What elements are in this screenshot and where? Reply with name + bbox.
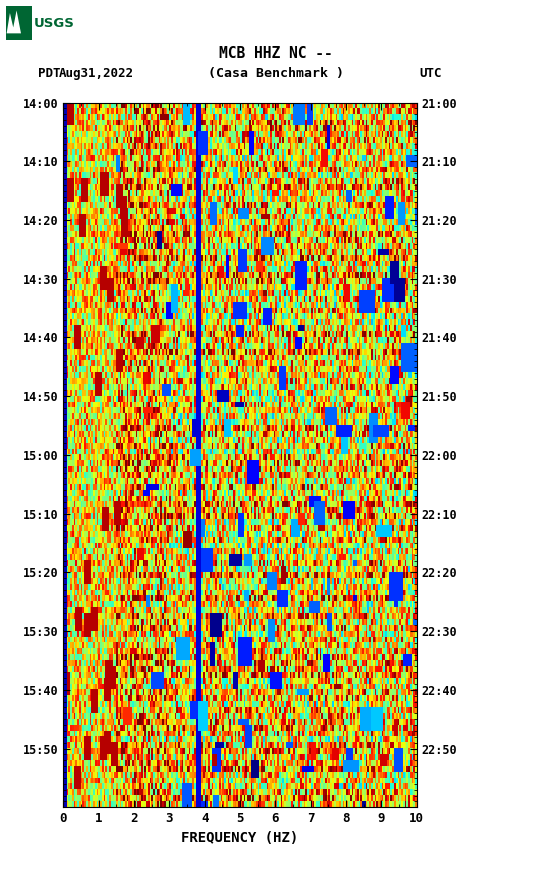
Text: MCB HHZ NC --: MCB HHZ NC -- bbox=[219, 46, 333, 61]
Text: Aug31,2022: Aug31,2022 bbox=[59, 67, 134, 79]
FancyBboxPatch shape bbox=[6, 6, 32, 40]
X-axis label: FREQUENCY (HZ): FREQUENCY (HZ) bbox=[182, 830, 299, 845]
Text: (Casa Benchmark ): (Casa Benchmark ) bbox=[208, 67, 344, 79]
Polygon shape bbox=[7, 11, 21, 33]
Text: USGS: USGS bbox=[34, 17, 75, 29]
Text: UTC: UTC bbox=[420, 67, 442, 79]
Text: PDT: PDT bbox=[38, 67, 61, 79]
